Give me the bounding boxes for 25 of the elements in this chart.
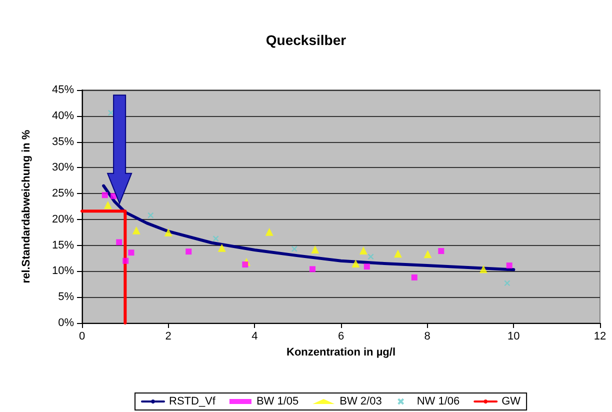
x-tick-label: 6 (338, 330, 344, 342)
legend-label: GW (502, 396, 522, 408)
x-tick-label: 10 (508, 330, 520, 342)
x-tick-label: 0 (78, 330, 86, 342)
y-tick-label: 0% (58, 317, 74, 329)
x-tick-label: 8 (424, 330, 430, 342)
legend-label: NW 1/06 (416, 396, 460, 408)
y-tick-label: 10% (52, 265, 74, 278)
x-tick-label: 2 (165, 330, 172, 342)
y-tick-label: 25% (52, 188, 74, 200)
legend-label: BW 1/05 (256, 396, 299, 408)
y-tick-label: 30% (52, 162, 74, 174)
y-axis-title: rel.Standardabweichung in % (20, 130, 32, 284)
y-tick-label: 35% (52, 136, 74, 148)
x-tick-label: 4 (252, 330, 258, 342)
y-tick-label: 20% (52, 213, 74, 226)
legend-label: RSTD_Vf (169, 396, 216, 408)
legend-label: BW 2/03 (340, 396, 382, 408)
y-tick-label: 45% (52, 84, 74, 96)
y-tick-label: 5% (58, 291, 74, 304)
chart-title: Quecksilber (266, 32, 347, 48)
y-tick-label: 40% (52, 110, 74, 122)
x-axis-title: Konzentration in µg/l (286, 346, 396, 358)
x-tick-label: 12 (594, 330, 606, 342)
y-tick-label: 15% (52, 239, 74, 252)
